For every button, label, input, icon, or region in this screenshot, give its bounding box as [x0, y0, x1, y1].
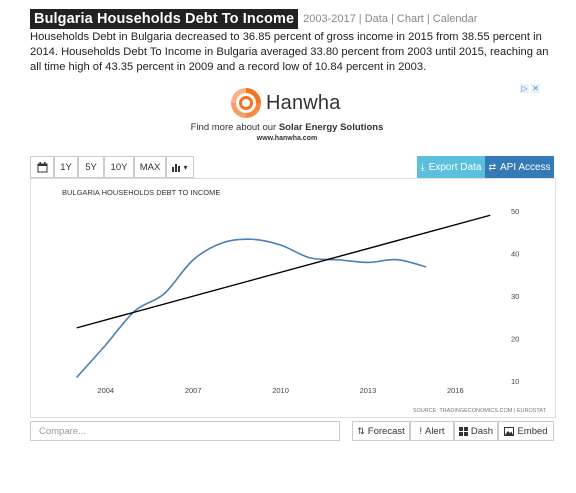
description-text: Households Debt in Bulgaria decreased to…: [30, 31, 549, 73]
dash-label: Dash: [470, 425, 494, 437]
page-header: Bulgaria Households Debt To Income 2003-…: [30, 9, 477, 29]
ad-logo[interactable]: Hanwha: [230, 87, 341, 119]
ad-info-icon[interactable]: ▷: [520, 84, 529, 93]
y-tick-label: 20: [511, 335, 519, 344]
ad-choices[interactable]: ▷ ✕: [520, 84, 540, 93]
ad-tagline: Find more about our Solar Energy Solutio…: [30, 122, 544, 133]
y-tick-label: 50: [511, 207, 519, 216]
chart-type-button[interactable]: ▾: [166, 156, 194, 178]
calendar-icon: [37, 161, 47, 172]
ad-close-icon[interactable]: ✕: [531, 84, 540, 93]
alert-button[interactable]: ! Alert: [410, 421, 454, 441]
x-tick-label: 2004: [97, 386, 114, 395]
x-tick-label: 2013: [360, 386, 377, 395]
x-tick-label: 2016: [447, 386, 464, 395]
x-tick-label: 2010: [272, 386, 289, 395]
api-access-button[interactable]: ⇄ API Access: [485, 156, 554, 178]
forecast-icon: ⇅: [357, 425, 365, 436]
y-tick-label: 40: [511, 250, 519, 259]
chart-toolbar: 1Y 5Y 10Y MAX ▾ ⤓ Export Data ⇄ API Acce…: [30, 156, 556, 178]
embed-label: Embed: [517, 425, 548, 437]
bar-chart-icon: [172, 163, 181, 172]
y-tick-label: 30: [511, 292, 519, 301]
export-data-label: Export Data: [428, 161, 482, 173]
ad-tagline-prefix: Find more about our: [190, 122, 279, 133]
line-chart: BULGARIA HOUSEHOLDS DEBT TO INCOME 10 20 3…: [62, 188, 547, 414]
image-icon: [504, 426, 515, 436]
chart-source: SOURCE: TRADINGECONOMICS.COM | EUROSTAT: [413, 408, 547, 414]
ad-brand: Hanwha: [266, 91, 341, 114]
chart-container: BULGARIA HOUSEHOLDS DEBT TO INCOME 10 20 3…: [30, 178, 556, 418]
ad-url[interactable]: www.hanwha.com: [256, 135, 318, 142]
page-title: Bulgaria Households Debt To Income: [30, 9, 299, 29]
series-line-debt-to-income: [76, 238, 427, 378]
calendar-button[interactable]: [30, 156, 54, 178]
compare-input[interactable]: Compare...: [30, 421, 340, 441]
alert-label: Alert: [424, 425, 445, 437]
x-tick-label: 2007: [185, 386, 202, 395]
y-tick-label: 10: [511, 377, 519, 386]
range-5y-button[interactable]: 5Y: [78, 156, 104, 178]
bottom-bar: Compare... ⇅ Forecast ! Alert Dash Embed: [30, 421, 556, 441]
forecast-button[interactable]: ⇅ Forecast: [352, 421, 410, 441]
forecast-label: Forecast: [367, 425, 405, 437]
download-icon: ⤓: [420, 161, 425, 172]
alert-icon: !: [419, 426, 422, 436]
export-data-button[interactable]: ⤓ Export Data: [417, 156, 485, 178]
ad-tagline-bold: Solar Energy Solutions: [278, 122, 384, 133]
hanwha-logo-icon: [231, 88, 261, 118]
swap-icon: ⇄: [488, 161, 496, 172]
api-access-label: API Access: [499, 161, 551, 173]
range-max-button[interactable]: MAX: [134, 156, 166, 178]
dash-button[interactable]: Dash: [454, 421, 498, 441]
range-10y-button[interactable]: 10Y: [104, 156, 134, 178]
chevron-down-icon: ▾: [183, 162, 188, 172]
advertisement-banner[interactable]: Hanwha Find more about our Solar Energy …: [30, 82, 544, 148]
dashboard-icon: [458, 426, 468, 436]
chart-title: BULGARIA HOUSEHOLDS DEBT TO INCOME: [62, 188, 220, 197]
series-line-trend: [76, 214, 491, 329]
embed-button[interactable]: Embed: [498, 421, 554, 441]
title-links[interactable]: 2003-2017 | Data | Chart | Calendar: [303, 13, 478, 25]
range-1y-button[interactable]: 1Y: [54, 156, 78, 178]
